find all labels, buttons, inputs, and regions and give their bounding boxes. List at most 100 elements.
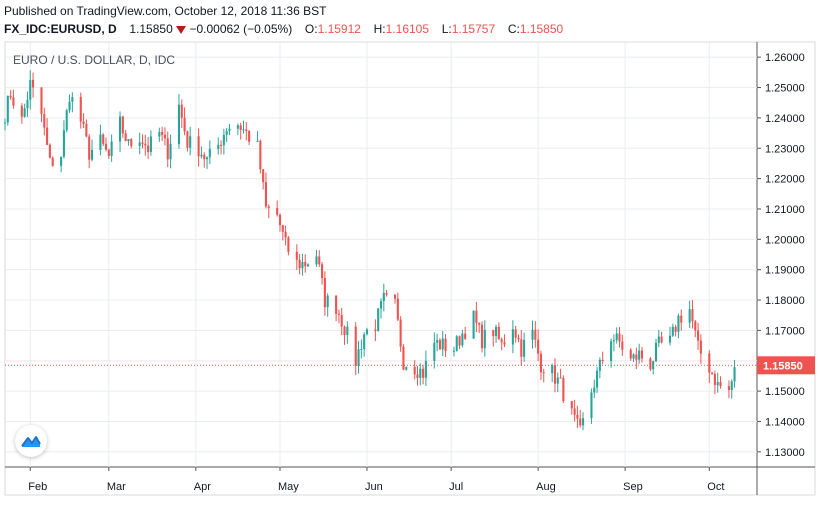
- x-tick-label: Oct: [707, 481, 724, 493]
- candle-body: [169, 144, 172, 160]
- candle-body: [318, 256, 321, 265]
- candle-body: [542, 372, 545, 374]
- candle-body: [649, 358, 652, 370]
- candle-body: [144, 143, 147, 146]
- candle-body: [657, 336, 660, 343]
- candle-body: [200, 154, 203, 157]
- symbol-quote-line: FX_IDC:EURUSD, D 1.15850 −0.00062 (−0.05…: [4, 20, 563, 38]
- candle-body: [225, 130, 228, 135]
- candle-body: [419, 368, 422, 378]
- candle-body: [276, 208, 279, 215]
- candle-body: [298, 259, 301, 269]
- candle-body: [688, 309, 691, 323]
- candle-body: [127, 139, 130, 142]
- high-value: 1.16105: [385, 22, 430, 36]
- candle-body: [60, 156, 63, 166]
- candle-body: [438, 340, 441, 350]
- candle-body: [239, 125, 242, 131]
- open-value: 1.15912: [317, 22, 361, 36]
- candle-body: [65, 110, 68, 131]
- candle-body: [3, 122, 7, 124]
- candle-body: [635, 354, 638, 360]
- candle-body: [654, 342, 658, 362]
- candle-body: [326, 295, 329, 308]
- candle-body: [523, 339, 526, 357]
- candle-body: [405, 366, 408, 370]
- open-label: O:: [304, 22, 318, 36]
- candle-body: [517, 337, 520, 340]
- close-label: C:: [507, 22, 520, 36]
- candle-body: [478, 322, 481, 325]
- candle-body: [374, 329, 377, 331]
- candle-body: [40, 87, 43, 115]
- candle-body: [205, 157, 209, 160]
- candle-body: [553, 365, 557, 384]
- candle-body: [62, 130, 65, 157]
- x-tick-label: May: [278, 481, 299, 493]
- candle-body: [306, 264, 310, 267]
- y-tick-label: 1.17000: [765, 325, 805, 337]
- close-value: 1.15850: [519, 22, 564, 36]
- tradingview-logo-icon[interactable]: [15, 425, 47, 457]
- candle-body: [601, 359, 604, 362]
- chart-title: EURO / U.S. DOLLAR, D, IDC: [13, 53, 176, 67]
- x-tick-label: Sep: [623, 481, 643, 493]
- candle-body: [708, 353, 711, 373]
- candle-body: [433, 342, 436, 361]
- x-tick-label: Aug: [536, 481, 556, 493]
- candle-body: [82, 121, 85, 124]
- candle-body: [441, 338, 444, 350]
- change-value: −0.00062 (−0.05%): [189, 22, 293, 36]
- candle-body: [444, 338, 447, 352]
- low-label: L:: [441, 22, 452, 36]
- candle-body: [104, 143, 108, 150]
- candle-body: [576, 414, 579, 419]
- candle-body: [301, 262, 304, 269]
- candle-body: [26, 99, 29, 109]
- candle-body: [379, 301, 383, 309]
- candle-body: [29, 79, 32, 100]
- candle-body: [727, 386, 730, 390]
- candle-body: [130, 139, 133, 146]
- candle-body: [668, 335, 672, 343]
- published-banner: Published on TradingView.com, October 12…: [4, 4, 327, 18]
- candle-body: [581, 418, 585, 426]
- candle-body: [248, 130, 251, 142]
- candle-body: [632, 354, 635, 359]
- candle-body: [335, 295, 338, 314]
- candle-body: [472, 310, 475, 339]
- candle-body: [217, 144, 220, 149]
- candle-body: [124, 133, 127, 142]
- candle-body: [340, 314, 343, 327]
- candle-body: [259, 140, 262, 170]
- candle-body: [377, 308, 380, 331]
- candle-body: [365, 329, 369, 335]
- candle-body: [719, 382, 722, 387]
- candle-body: [640, 350, 644, 359]
- candle-body: [503, 342, 506, 345]
- candle-body: [9, 95, 12, 98]
- candle-body: [615, 333, 618, 341]
- candle-body: [382, 292, 385, 302]
- candle-body: [424, 360, 427, 378]
- candle-body: [497, 326, 500, 340]
- candle-body: [68, 101, 71, 111]
- candle-body: [713, 373, 716, 386]
- candle-body: [118, 116, 122, 142]
- candle-body: [222, 134, 225, 146]
- candle-body: [46, 127, 49, 145]
- candle-body: [573, 408, 576, 415]
- candle-body: [281, 225, 284, 232]
- candle-body: [399, 319, 402, 347]
- candle-body: [287, 237, 290, 252]
- candle-body: [186, 131, 189, 148]
- candle-body: [422, 368, 425, 378]
- candle-body: [245, 129, 248, 131]
- candle-body: [79, 97, 82, 122]
- y-tick-label: 1.14000: [765, 416, 805, 428]
- candle-body: [166, 138, 169, 160]
- candle-body: [262, 169, 265, 183]
- candle-body: [596, 370, 599, 388]
- candle-body: [197, 136, 200, 157]
